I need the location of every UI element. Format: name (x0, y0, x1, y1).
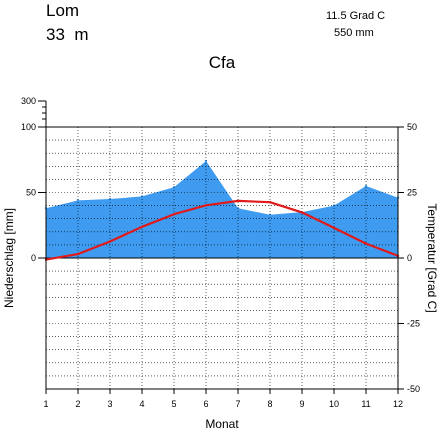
left-tick-label: 50 (26, 188, 36, 198)
right-tick-label: 25 (407, 188, 417, 198)
precipitation-point (76, 199, 80, 202)
x-tick-label: 11 (361, 399, 370, 409)
station-name: Lom (46, 1, 79, 20)
temperature-point (268, 200, 272, 204)
temperature-line (45, 199, 399, 261)
right-tick-label: 0 (407, 253, 412, 263)
left-tick-label: 100 (21, 122, 36, 132)
precipitation-point (364, 184, 368, 188)
x-tick-label: 8 (267, 399, 272, 409)
temperature-point (236, 199, 240, 203)
y-axis-title-right: Temperatur [Grad C] (425, 203, 439, 312)
temperature-point (204, 204, 208, 207)
y-axis-title-left: Niederschlag [mm] (2, 208, 16, 308)
temperature-point (140, 225, 144, 229)
climate-classification: Cfa (209, 53, 236, 72)
x-tick-label: 4 (139, 399, 144, 409)
x-tick-label: 1 (43, 399, 48, 409)
left-tick-label: 0 (31, 253, 36, 263)
temperature-point (332, 226, 336, 230)
temperature-point (76, 252, 80, 256)
x-tick-label: 6 (203, 399, 208, 409)
left-tick-label: 300 (21, 96, 36, 106)
precipitation-point (204, 159, 208, 163)
x-axis-title: Monat (205, 417, 239, 430)
station-elevation: 33 m (46, 25, 89, 44)
temperature-point (172, 213, 176, 216)
x-tick-label: 3 (107, 399, 112, 409)
precipitation-area (46, 161, 398, 258)
temperature-point (300, 211, 304, 214)
annual-temperature: 11.5 Grad C (326, 10, 385, 22)
right-tick-label: 50 (407, 122, 417, 132)
plot-area (44, 126, 400, 390)
right-tick-label: -50 (407, 384, 420, 394)
annual-precipitation: 550 mm (334, 27, 374, 39)
temperature-point (108, 240, 112, 243)
temperature-point (364, 242, 368, 245)
x-tick-label: 12 (393, 399, 403, 409)
x-tick-label: 9 (299, 399, 304, 409)
x-tick-label: 10 (329, 399, 339, 409)
x-tick-label: 7 (235, 399, 240, 409)
right-tick-label: -25 (407, 319, 420, 329)
x-tick-label: 2 (75, 399, 80, 409)
x-tick-label: 5 (171, 399, 176, 409)
